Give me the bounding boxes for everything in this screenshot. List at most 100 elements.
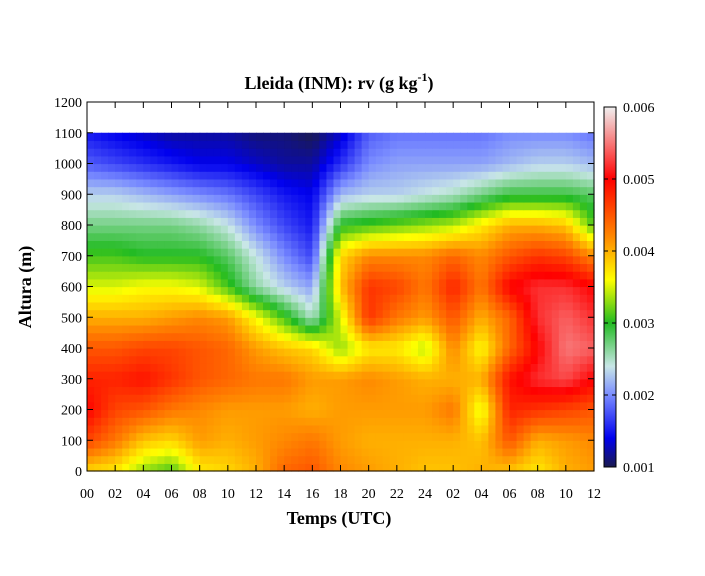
heat-cell (340, 171, 349, 180)
heat-cell (551, 178, 560, 188)
heat-cell (361, 278, 370, 288)
heat-cell (171, 371, 180, 380)
heat-cell (129, 378, 137, 388)
heat-cell (382, 263, 391, 272)
heat-cell (248, 424, 257, 434)
heat-cell (410, 201, 419, 211)
heat-cell (354, 340, 363, 349)
heat-cell (227, 440, 236, 449)
heat-cell (150, 163, 159, 172)
heat-cell (87, 225, 95, 234)
heat-cell (523, 294, 532, 303)
heat-cell (185, 394, 194, 403)
heat-cell (94, 440, 102, 449)
heat-cell (488, 363, 497, 372)
heat-cell (108, 155, 116, 165)
heat-cell (157, 363, 166, 372)
heat-cell (417, 232, 426, 241)
heat-cell (220, 409, 229, 418)
heat-cell (305, 178, 313, 188)
heat-cell (439, 271, 447, 280)
heat-cell (354, 217, 363, 226)
heat-cell (213, 171, 222, 180)
heat-cell (410, 355, 419, 364)
heat-cell (319, 209, 328, 218)
heat-cell (143, 401, 151, 411)
heat-cell (551, 217, 560, 226)
heat-cell (403, 171, 412, 180)
heat-cell (157, 394, 166, 403)
heat-cell (530, 301, 539, 311)
heat-cell (312, 424, 320, 434)
heat-cell (403, 417, 412, 426)
heat-cell (94, 371, 102, 380)
heat-cell (143, 278, 151, 288)
heat-cell (453, 194, 461, 203)
heat-cell (558, 409, 567, 418)
heat-cell (150, 217, 159, 226)
heat-cell (136, 248, 144, 257)
heat-cell (439, 148, 447, 157)
heat-cell (143, 194, 151, 203)
heat-cell (460, 286, 468, 295)
heat-cell (241, 194, 250, 203)
heat-cell (284, 432, 292, 441)
heat-cell (234, 232, 243, 241)
heat-cell (206, 386, 215, 395)
heat-cell (227, 463, 236, 472)
heat-cell (101, 378, 109, 388)
heat-cell (150, 209, 159, 218)
heat-cell (129, 178, 137, 188)
heat-cell (136, 409, 144, 418)
heat-cell (227, 332, 236, 341)
heat-cell (481, 140, 489, 149)
heat-cell (530, 140, 539, 149)
heat-cell (129, 386, 137, 395)
heat-cell (143, 217, 151, 226)
heat-cell (227, 324, 236, 334)
heat-cell (551, 324, 560, 334)
heat-cell (227, 340, 236, 349)
heat-cell (368, 440, 377, 449)
heat-cell (417, 401, 426, 411)
heat-cell (164, 324, 173, 334)
heat-cell (551, 240, 560, 249)
heat-cell (157, 301, 166, 311)
heat-cell (199, 401, 208, 411)
heat-cell (256, 225, 264, 234)
heat-cell (565, 409, 574, 418)
heat-cell (579, 394, 588, 403)
heat-cell (495, 155, 504, 165)
heat-cell (410, 309, 419, 318)
heat-cell (136, 363, 144, 372)
heat-cell (347, 271, 356, 280)
heat-cell (192, 148, 201, 157)
heat-cell (319, 440, 328, 449)
heat-cell (368, 348, 377, 357)
heat-cell (446, 225, 454, 234)
heat-cell (270, 440, 278, 449)
heat-cell (129, 348, 137, 357)
heat-cell (439, 248, 447, 257)
heat-cell (206, 301, 215, 311)
heat-cell (122, 394, 130, 403)
heat-cell (277, 248, 285, 257)
heat-cell (136, 209, 144, 218)
heat-cell (467, 309, 475, 318)
heat-cell (537, 340, 546, 349)
heat-cell (326, 294, 335, 303)
heat-cell (213, 309, 222, 318)
heat-cell (460, 301, 468, 311)
heat-cell (115, 424, 123, 434)
heat-cell (178, 194, 187, 203)
heat-cell (467, 255, 475, 265)
heat-cell (164, 371, 173, 380)
heat-cell (530, 148, 539, 157)
heat-cell (523, 332, 532, 341)
heat-cell (108, 386, 116, 395)
heat-cell (544, 432, 553, 441)
heat-cell (108, 263, 116, 272)
heat-cell (565, 140, 574, 149)
heat-cell (277, 171, 285, 180)
heat-cell (150, 378, 159, 388)
